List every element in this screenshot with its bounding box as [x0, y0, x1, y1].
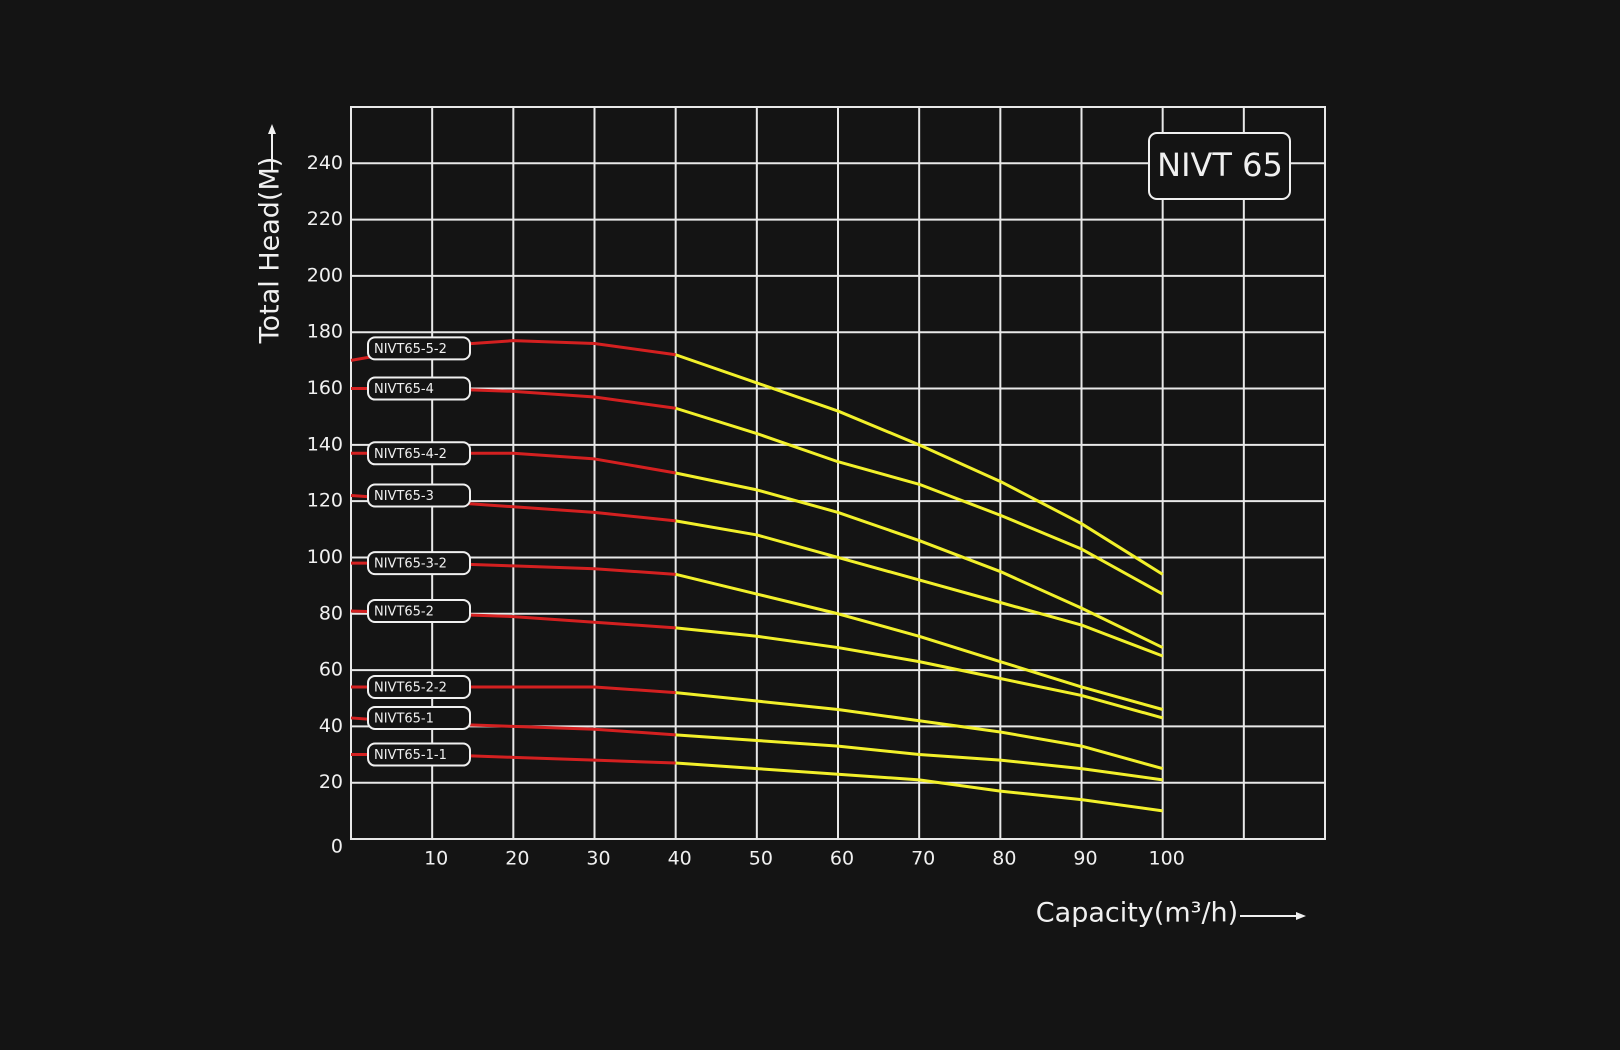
- curve: [675, 733, 1163, 782]
- legend-box: [367, 336, 471, 361]
- legend-label: NIVT65-4-2: [374, 447, 447, 462]
- y-tick-label: 180: [307, 321, 343, 343]
- x-tick-label: 70: [911, 848, 935, 870]
- curve: [675, 519, 1164, 658]
- curve: [675, 691, 1164, 771]
- x-tick-label: 20: [505, 848, 529, 870]
- y-tick-label: 60: [319, 659, 343, 681]
- legend-label: NIVT65-1: [374, 711, 434, 726]
- curve: [675, 353, 1164, 576]
- title-box: [1148, 132, 1291, 200]
- legend-label: NIVT65-2: [374, 604, 434, 619]
- x-tick-label: 40: [668, 848, 692, 870]
- y-tick-label: 120: [307, 490, 343, 512]
- x-tick-label: 90: [1073, 848, 1097, 870]
- legend-box: [367, 674, 471, 699]
- legend-box: [367, 376, 471, 401]
- x-tick-label: 30: [586, 848, 610, 870]
- x-tick-label: 50: [749, 848, 773, 870]
- x-tick-label: 100: [1149, 848, 1185, 870]
- curve: [675, 471, 1164, 649]
- curve: [675, 572, 1164, 711]
- y-tick-label: 20: [319, 771, 343, 793]
- legend-label: NIVT65-2-2: [374, 680, 447, 695]
- y-tick-label: 40: [319, 715, 343, 737]
- legend-label: NIVT65-4: [374, 382, 434, 397]
- x-tick-label: 10: [424, 848, 448, 870]
- legend-box: [367, 483, 471, 508]
- y-axis-title: Total Head(M): [255, 157, 286, 345]
- chart-title: NIVT 65: [1157, 146, 1283, 184]
- curve: [675, 761, 1163, 813]
- x-axis-title: Capacity(m³/h): [1036, 898, 1238, 929]
- legend-label: NIVT65-3-2: [374, 557, 447, 572]
- x-tick-label: 60: [830, 848, 854, 870]
- legend-label: NIVT65-3: [374, 489, 434, 504]
- y-tick-label: 80: [319, 602, 343, 624]
- legend-box: [367, 742, 471, 767]
- legend-label: NIVT65-1-1: [374, 748, 447, 763]
- y-arrow-head: [268, 124, 276, 134]
- y-tick-label: 100: [307, 546, 343, 568]
- curve: [675, 626, 1164, 720]
- y-tick-label: 0: [331, 836, 343, 858]
- y-tick-label: 220: [307, 208, 343, 230]
- legend-box: [367, 441, 471, 466]
- y-tick-label: 140: [307, 433, 343, 455]
- y-tick-label: 240: [307, 152, 343, 174]
- x-tick-label: 80: [992, 848, 1016, 870]
- legend-box: [367, 551, 471, 576]
- curve: [675, 406, 1164, 596]
- y-tick-label: 160: [307, 377, 343, 399]
- x-arrow-head: [1296, 912, 1306, 920]
- legend-box: [367, 705, 471, 730]
- legend-label: NIVT65-5-2: [374, 342, 447, 357]
- y-tick-label: 200: [307, 264, 343, 286]
- legend-box: [367, 598, 471, 623]
